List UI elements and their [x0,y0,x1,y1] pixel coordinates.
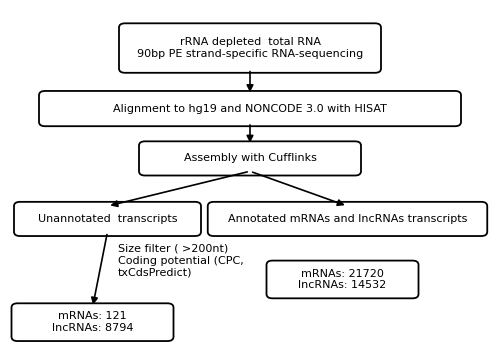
FancyBboxPatch shape [139,141,361,176]
FancyBboxPatch shape [14,202,201,236]
Text: Size filter ( >200nt)
Coding potential (CPC,
txCdsPredict): Size filter ( >200nt) Coding potential (… [118,244,243,277]
Text: mRNAs: 21720
lncRNAs: 14532: mRNAs: 21720 lncRNAs: 14532 [298,269,386,290]
Text: Annotated mRNAs and lncRNAs transcripts: Annotated mRNAs and lncRNAs transcripts [228,214,467,224]
FancyBboxPatch shape [119,23,381,73]
Text: mRNAs: 121
lncRNAs: 8794: mRNAs: 121 lncRNAs: 8794 [52,312,133,333]
FancyBboxPatch shape [266,261,418,298]
FancyBboxPatch shape [39,91,461,126]
Text: Assembly with Cufflinks: Assembly with Cufflinks [184,153,316,163]
Text: Unannotated  transcripts: Unannotated transcripts [38,214,177,224]
FancyBboxPatch shape [12,303,173,341]
FancyBboxPatch shape [208,202,487,236]
Text: rRNA depleted  total RNA
90bp PE strand-specific RNA-sequencing: rRNA depleted total RNA 90bp PE strand-s… [137,37,363,59]
Text: Alignment to hg19 and NONCODE 3.0 with HISAT: Alignment to hg19 and NONCODE 3.0 with H… [113,104,387,114]
